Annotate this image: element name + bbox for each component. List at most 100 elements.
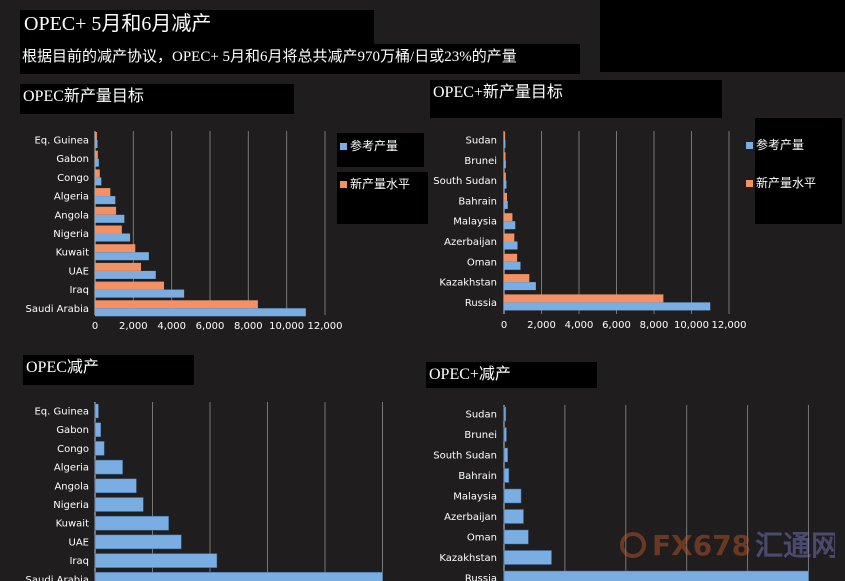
bar-cut-opec-cut-3 — [94, 459, 123, 475]
legend-label-reference: 参考产量 — [350, 139, 399, 153]
category-label-non-opec-target-5: Azerbaijan — [444, 237, 497, 248]
bar-new-opec-target-6 — [95, 244, 136, 253]
tick-label-non-opec-target-2: 4,000 — [565, 320, 594, 331]
category-label-opec-target-9: Saudi Arabia — [26, 304, 89, 315]
bar-new-opec-target-2 — [95, 169, 100, 178]
category-label-non-opec-target-0: Sudan — [466, 136, 498, 147]
bar-new-opec-target-3 — [95, 188, 111, 197]
category-label-opec-cut-4: Angola — [54, 481, 89, 492]
bar-new-opec-target-5 — [95, 225, 122, 234]
category-label-opec-cut-9: Saudi Arabia — [26, 575, 89, 581]
bar-new-non-opec-target-7 — [504, 274, 530, 283]
bar-reference-non-opec-target-6 — [504, 261, 521, 270]
tick-label-non-opec-target-1: 2,000 — [527, 320, 556, 331]
bar-reference-non-opec-target-1 — [504, 160, 506, 169]
bar-cut-opec-cut-8 — [94, 553, 218, 568]
tick-label-opec-target-3: 6,000 — [196, 321, 225, 332]
category-label-opec-cut-1: Gabon — [56, 425, 89, 436]
bar-new-non-opec-target-8 — [504, 294, 664, 303]
bar-reference-non-opec-target-0 — [504, 140, 506, 148]
category-label-non-opec-target-3: Bahrain — [458, 196, 497, 207]
legend-label-reference-2: 参考产量 — [756, 138, 805, 152]
category-label-opec-cut-3: Algeria — [54, 463, 89, 474]
tick-label-opec-target-1: 2,000 — [119, 321, 148, 332]
tick-label-opec-target-4: 8,000 — [234, 321, 263, 332]
panel-title-opec-target: OPEC新产量目标 — [20, 84, 294, 114]
category-label-non-opec-cut-5: Azerbaijan — [444, 512, 497, 523]
tick-label-opec-target-2: 4,000 — [157, 321, 186, 332]
tick-label-non-opec-target-4: 8,000 — [640, 320, 669, 331]
bar-new-opec-target-8 — [95, 281, 164, 290]
tick-label-opec-target-0: 0 — [92, 321, 98, 332]
bar-reference-non-opec-target-5 — [504, 241, 518, 250]
bar-reference-opec-target-8 — [95, 289, 185, 298]
category-label-non-opec-cut-1: Brunei — [464, 430, 497, 441]
category-label-opec-target-5: Nigeria — [53, 229, 89, 240]
bar-new-non-opec-target-0 — [504, 132, 506, 140]
watermark-logo: FX678 汇通网 — [620, 526, 835, 566]
bar-new-non-opec-target-3 — [504, 192, 507, 201]
bar-cut-non-opec-cut-2 — [503, 447, 508, 463]
category-label-opec-cut-7: UAE — [69, 537, 89, 548]
page-title: OPEC+ 5月和6月减产 — [20, 10, 374, 44]
tick-label-non-opec-target-5: 10,000 — [674, 320, 709, 331]
bar-cut-non-opec-cut-0 — [503, 406, 507, 422]
category-label-non-opec-target-1: Brunei — [464, 156, 497, 167]
category-label-non-opec-target-6: Oman — [467, 257, 497, 268]
panel-title-opec-cut: OPEC减产 — [23, 355, 194, 385]
bar-new-opec-target-0 — [95, 132, 97, 140]
tick-label-non-opec-target-0: 0 — [501, 320, 507, 331]
category-label-non-opec-cut-6: Oman — [467, 533, 497, 544]
bar-cut-opec-cut-1 — [94, 422, 101, 437]
bar-new-opec-target-4 — [95, 206, 117, 215]
legend-label-new-2: 新产量水平 — [756, 176, 817, 190]
bar-new-opec-target-9 — [95, 300, 258, 309]
legend-non-opec-reference: 参考产量 — [746, 138, 804, 152]
bar-reference-non-opec-target-2 — [504, 180, 507, 189]
bar-cut-opec-cut-0 — [94, 403, 99, 419]
bar-cut-non-opec-cut-3 — [503, 468, 510, 483]
category-label-non-opec-cut-3: Bahrain — [458, 471, 497, 482]
tick-label-non-opec-target-3: 6,000 — [602, 320, 631, 331]
category-label-opec-cut-8: Iraq — [69, 556, 89, 567]
category-label-opec-target-1: Gabon — [56, 154, 89, 165]
legend-swatch-new-2 — [746, 180, 753, 187]
bar-reference-opec-target-2 — [95, 177, 102, 186]
page-subtitle: 根据目前的减产协议，OPEC+ 5月和6月将总共减产970万桶/日或23%的产量 — [20, 44, 580, 74]
legend-opec-new-box — [337, 172, 428, 224]
bar-new-non-opec-target-1 — [504, 152, 506, 161]
legend-swatch-reference-2 — [746, 142, 753, 149]
category-label-non-opec-target-8: Russia — [465, 298, 497, 309]
bar-cut-non-opec-cut-7 — [503, 550, 552, 565]
category-label-non-opec-cut-2: South Sudan — [433, 451, 497, 462]
category-label-opec-target-4: Angola — [54, 210, 89, 221]
bar-reference-non-opec-target-3 — [504, 200, 508, 209]
top-right-redaction — [600, 0, 845, 72]
bar-reference-opec-target-9 — [95, 308, 306, 317]
bar-reference-opec-target-6 — [95, 252, 149, 261]
bar-cut-non-opec-cut-8 — [503, 570, 809, 581]
category-label-opec-target-2: Congo — [57, 173, 89, 184]
bar-reference-opec-target-0 — [95, 140, 98, 148]
bar-cut-non-opec-cut-1 — [503, 427, 507, 442]
watermark-icon — [620, 532, 646, 558]
bar-reference-non-opec-target-4 — [504, 221, 516, 230]
bar-new-non-opec-target-2 — [504, 172, 506, 181]
bar-new-non-opec-target-5 — [504, 233, 515, 242]
tick-label-opec-target-6: 12,000 — [308, 321, 343, 332]
bar-new-opec-target-7 — [95, 262, 141, 271]
legend-opec-reference-box — [337, 133, 424, 167]
legend-opec-reference: 参考产量 — [340, 139, 398, 153]
bar-cut-non-opec-cut-4 — [503, 488, 522, 504]
bar-cut-opec-cut-6 — [94, 515, 169, 531]
panel-title-non-opec-cut: OPEC+减产 — [426, 362, 597, 388]
category-label-opec-target-8: Iraq — [69, 285, 89, 296]
category-label-non-opec-cut-7: Kazakhstan — [439, 553, 497, 564]
watermark-brand-cn: 汇通网 — [755, 529, 835, 562]
category-label-opec-target-7: UAE — [69, 266, 89, 277]
category-label-opec-target-6: Kuwait — [56, 248, 89, 259]
bar-new-opec-target-1 — [95, 150, 98, 159]
category-label-opec-cut-6: Kuwait — [56, 519, 89, 530]
legend-swatch-new — [340, 181, 347, 188]
